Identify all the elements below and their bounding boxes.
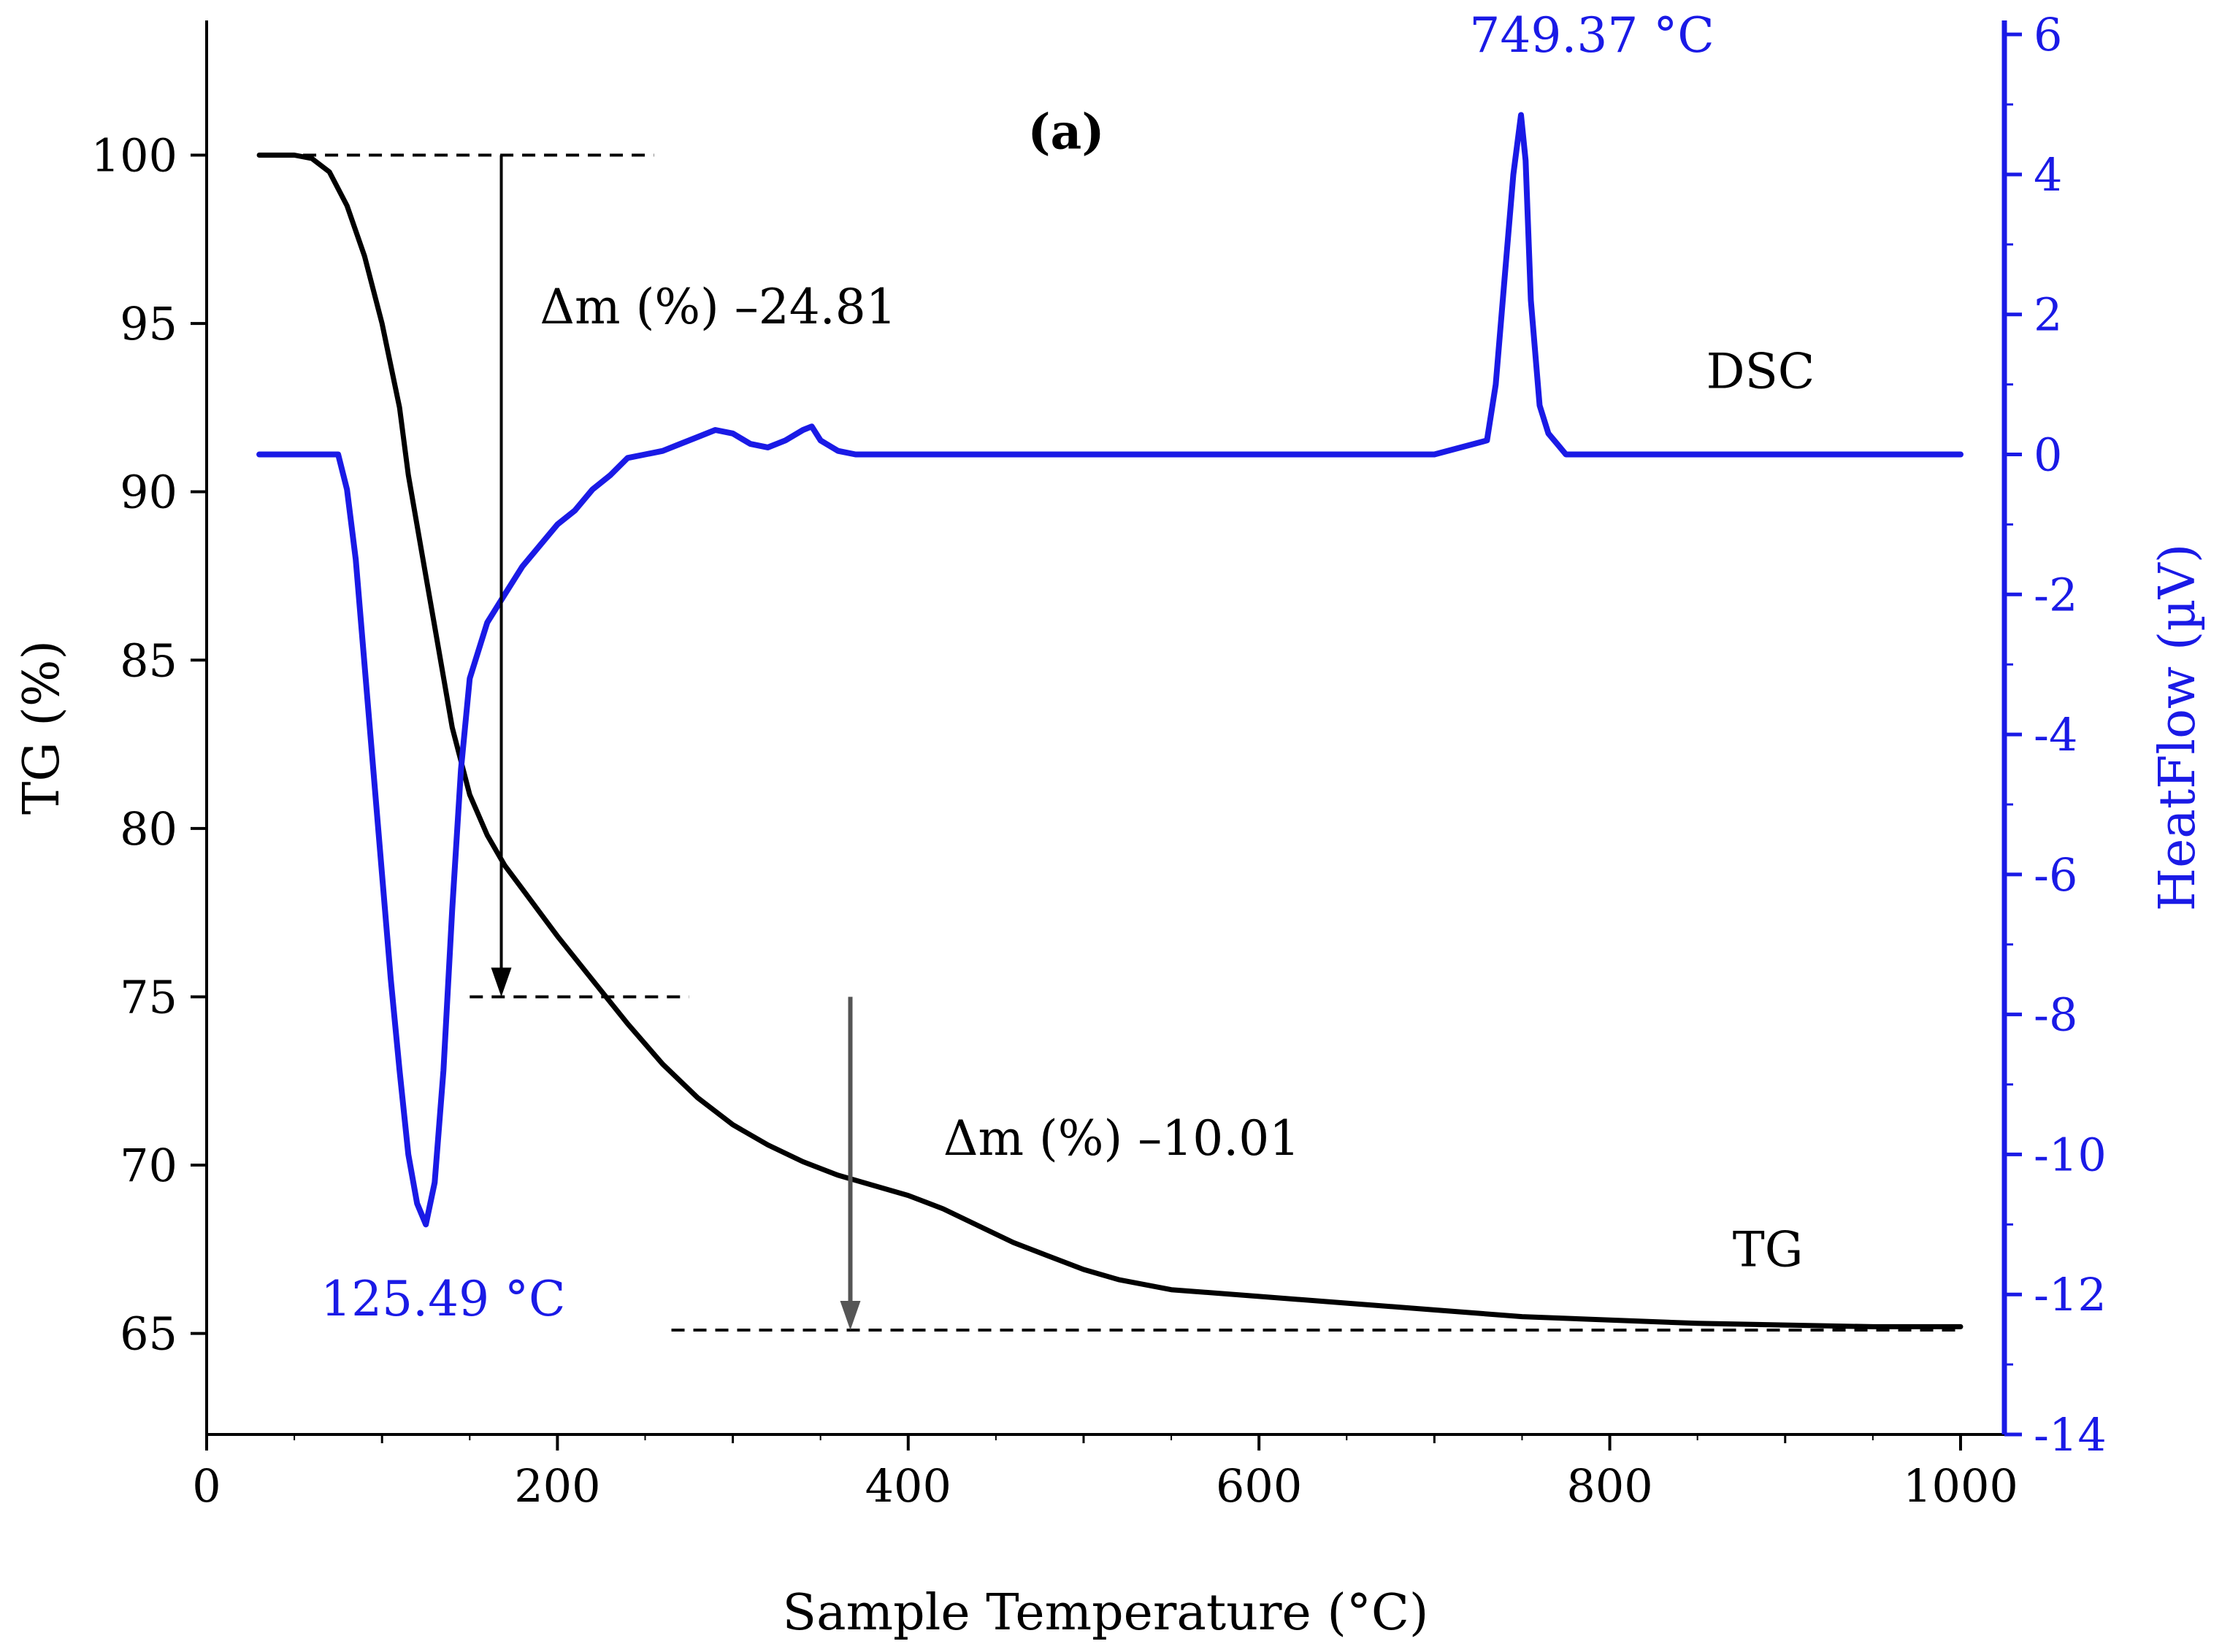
reference-lines: [259, 153, 1961, 1332]
annotations: Δm (%) –24.81 Δm (%) –10.01 749.37 °C 125.4…: [321, 7, 1815, 1327]
left-tick-label: 90: [120, 466, 177, 519]
right-tick-label: -2: [2034, 568, 2077, 621]
x-tick-label: 800: [1566, 1459, 1652, 1513]
left-tick-label: 75: [120, 970, 177, 1023]
right-axis-title: HeatFlow (µV): [2149, 544, 2207, 911]
right-tick-label: -10: [2034, 1128, 2107, 1181]
x-axis-title: Sample Temperature (°C): [783, 1584, 1429, 1642]
right-tick-label: -12: [2034, 1268, 2107, 1321]
x-tick-label: 600: [1216, 1459, 1302, 1513]
annotation-label: DSC: [1706, 343, 1815, 399]
annotation-label: TG: [1733, 1221, 1804, 1278]
annotation-label: Δm (%) –24.81: [540, 279, 896, 335]
right-tick-label: -4: [2034, 708, 2077, 761]
right-tick-label: 0: [2034, 429, 2062, 482]
left-axis-title: TG (%): [13, 640, 71, 815]
arrow-head: [491, 967, 512, 997]
right-tick-label: -14: [2034, 1408, 2107, 1461]
right-tick-label: 6: [2034, 8, 2062, 61]
x-tick-label: 400: [865, 1459, 951, 1513]
annotation-label: (a): [1027, 103, 1104, 160]
left-tick-label: 85: [120, 634, 177, 687]
axes: [205, 20, 2007, 1436]
left-tick-label: 80: [120, 802, 177, 856]
left-tick-label: 65: [120, 1307, 177, 1361]
left-tick-label: 95: [120, 297, 177, 350]
dsc-curve: [256, 112, 1964, 1228]
tg-curve: [256, 153, 1964, 1329]
annotation-label: Δm (%) –10.01: [943, 1110, 1300, 1167]
x-tick-label: 200: [514, 1459, 600, 1513]
annotation-label: 125.49 °C: [321, 1271, 565, 1327]
x-tick-label: 0: [192, 1459, 221, 1513]
right-tick-label: 2: [2034, 288, 2062, 342]
arrow-head: [840, 1301, 861, 1331]
right-tick-label: 4: [2034, 148, 2062, 201]
left-tick-label: 100: [91, 128, 177, 182]
left-tick-label: 70: [120, 1139, 177, 1192]
right-tick-label: -8: [2034, 988, 2077, 1042]
annotation-label: 749.37 °C: [1469, 7, 1714, 64]
ticks: 0 200 400 600 800 1000 65 70 75 80 85 90 95 100 -14 -12…: [91, 8, 2107, 1513]
x-tick-label: 1000: [1903, 1459, 2018, 1513]
arrows: [491, 155, 861, 1331]
right-tick-label: -6: [2034, 848, 2077, 902]
series-layer: [256, 112, 1964, 1329]
